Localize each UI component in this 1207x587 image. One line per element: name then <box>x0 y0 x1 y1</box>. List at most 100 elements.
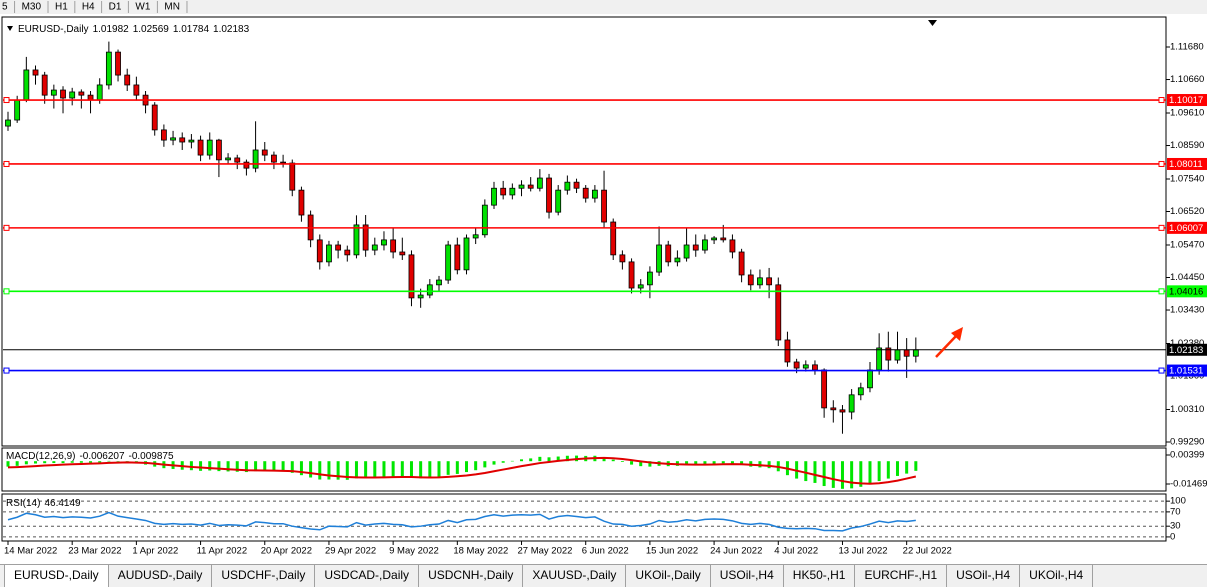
candle-body <box>197 139 204 156</box>
x-tick-label: 13 Jul 2022 <box>838 546 887 557</box>
candle-body <box>591 189 598 199</box>
y-tick-label: 1.10660 <box>1170 74 1204 85</box>
macd-bar <box>61 461 65 464</box>
macd-bar <box>189 461 193 471</box>
symbol-tab[interactable]: EURCHF-,H1 <box>855 565 948 587</box>
candle-body <box>87 94 94 101</box>
candle-body <box>381 239 387 246</box>
candle-body <box>32 69 39 76</box>
indicator-value: RSI(14) <box>6 498 40 509</box>
price-tag <box>1167 221 1207 234</box>
level-handle <box>3 97 10 104</box>
macd-bar <box>6 461 10 467</box>
macd-bar <box>391 461 395 477</box>
symbol-tab[interactable]: UKOil-,H4 <box>1020 565 1094 587</box>
symbol-tab[interactable]: USDCNH-,Daily <box>419 565 524 587</box>
x-tick-label: 24 Jun 2022 <box>710 546 762 557</box>
timeframe-button[interactable]: W1 <box>135 2 150 13</box>
candle-body <box>417 294 424 299</box>
macd-bar <box>345 461 349 480</box>
symbol-tab[interactable]: USOil-,H4 <box>947 565 1021 587</box>
timeframe-button[interactable]: D1 <box>109 2 122 13</box>
y-tick-label: 1.06520 <box>1170 206 1204 217</box>
symbol-tab[interactable]: HK50-,H1 <box>784 565 856 587</box>
macd-bar <box>34 461 38 464</box>
timeframe-button[interactable]: M30 <box>22 2 42 13</box>
price-tag-label: 1.01531 <box>1169 366 1203 377</box>
macd-bar <box>309 461 313 478</box>
candle-body <box>527 184 534 189</box>
timeframe-button[interactable]: 5 <box>2 2 8 13</box>
candle-body <box>619 254 626 263</box>
tab-bar: EURUSD-,Daily AUDUSD-,Daily USDCHF-,Daily U… <box>0 564 1207 587</box>
macd-bar <box>868 461 872 485</box>
macd-bar <box>382 461 386 477</box>
symbol-tab[interactable]: USDCAD-,Daily <box>315 565 420 587</box>
macd-bar <box>492 461 496 465</box>
price-tag <box>1167 343 1207 356</box>
macd-bar <box>895 461 899 476</box>
candle-body <box>243 161 250 169</box>
symbol-tab[interactable]: UKOil-,Daily <box>626 565 711 587</box>
price-tag <box>1167 285 1207 298</box>
candle-body <box>280 161 287 164</box>
level-handle <box>1158 160 1165 167</box>
macd-bar <box>501 461 505 463</box>
timeframe-button[interactable]: MN <box>164 2 180 13</box>
x-tick-label: 6 Jun 2022 <box>582 546 629 557</box>
symbol-tab[interactable]: XAUUSD-,Daily <box>523 565 627 587</box>
symbol: EURUSD-,Daily <box>18 24 89 35</box>
candle-body <box>454 244 461 271</box>
macd-bar <box>208 461 212 471</box>
macd-bar <box>648 461 652 467</box>
macd-bar <box>529 458 533 462</box>
symbol-tab[interactable]: USDCHF-,Daily <box>212 565 316 587</box>
candle-body <box>390 239 397 253</box>
candle-body <box>151 104 158 131</box>
macd-bar <box>419 461 423 479</box>
symbol-marker <box>7 26 13 31</box>
macd-bar <box>290 461 294 473</box>
indicator-value: 46.4149 <box>44 498 81 509</box>
candle-body <box>170 137 176 141</box>
symbol-tab[interactable]: EURUSD-,Daily <box>4 565 109 587</box>
macd-bar <box>437 461 441 478</box>
candle-body <box>206 139 213 156</box>
macd-bar <box>254 461 258 472</box>
candle-body <box>711 237 717 241</box>
candle-body <box>60 89 66 99</box>
y-tick-label: 100 <box>1170 496 1186 507</box>
indicator-label: MACD(12,26,9) -0.006207 -0.009875 <box>6 451 174 462</box>
macd-bar <box>538 456 542 462</box>
level-handle <box>1158 97 1165 104</box>
x-tick-label: 14 Mar 2022 <box>4 546 57 557</box>
level-handle <box>1158 367 1165 374</box>
candle-body <box>14 99 21 121</box>
timeframe-button[interactable]: H4 <box>82 2 95 13</box>
macd-bar <box>483 461 487 468</box>
candle-body <box>335 244 342 251</box>
candle-body <box>738 251 745 276</box>
y-tick-label: 1.08590 <box>1170 140 1204 151</box>
candle-body <box>812 364 818 371</box>
macd-bar <box>70 461 74 463</box>
candle-body <box>628 261 635 289</box>
candle-body <box>298 189 305 216</box>
macd-bar <box>235 461 239 472</box>
symbol-tab[interactable]: USOil-,H4 <box>711 565 784 587</box>
candle-body <box>344 249 351 256</box>
macd-bar <box>327 461 331 480</box>
symbol-tab[interactable]: AUDUSD-,Daily <box>109 565 213 587</box>
x-tick-label: 27 May 2022 <box>518 546 573 557</box>
candle-body <box>463 237 470 271</box>
candle-body <box>234 157 241 163</box>
macd-bar <box>721 461 725 464</box>
x-tick-label: 29 Apr 2022 <box>325 546 376 557</box>
macd-bar <box>272 461 276 472</box>
candle-body <box>692 244 699 251</box>
macd-panel <box>1 447 1167 492</box>
candle-body <box>830 407 837 411</box>
timeframe-button[interactable]: H1 <box>55 2 68 13</box>
macd-bar <box>89 461 93 463</box>
candle-body <box>683 244 690 259</box>
